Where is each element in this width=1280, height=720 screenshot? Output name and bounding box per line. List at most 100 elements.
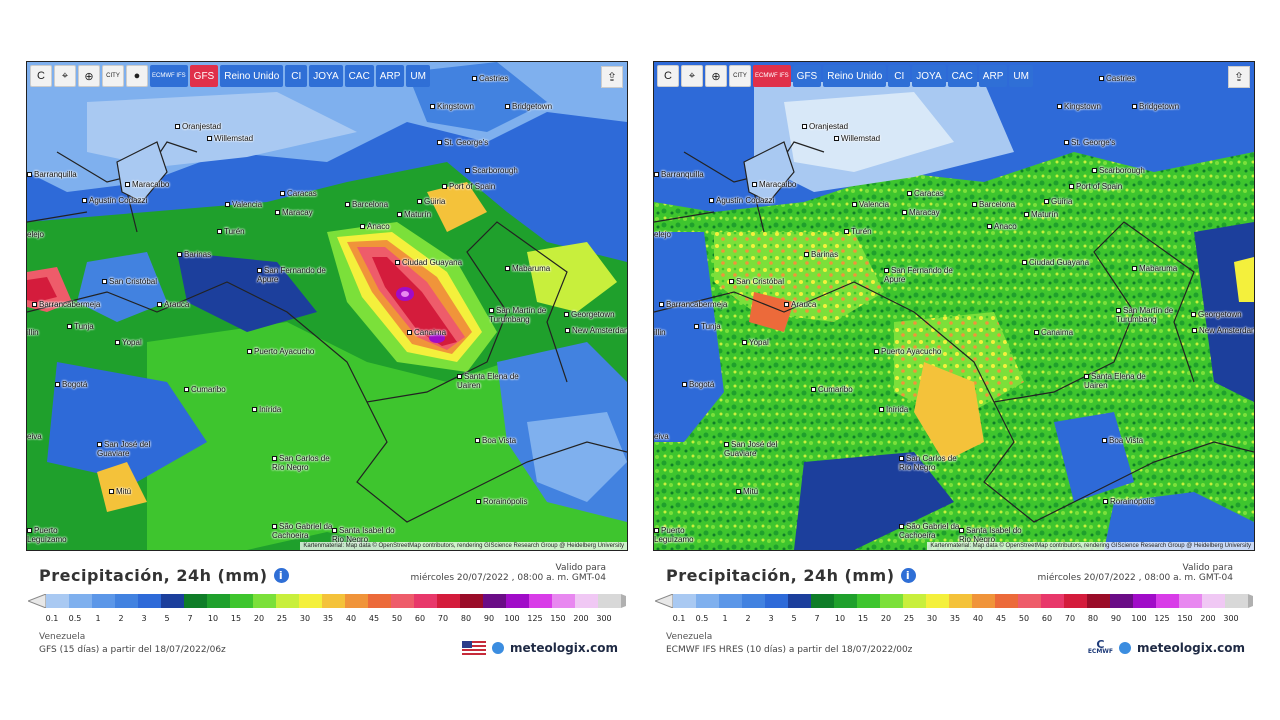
model-button-ecmwf[interactable]: ECMWF IFS [150,65,188,87]
scale-swatch [857,594,880,608]
scale-swatch [92,594,115,608]
city-toggle-button[interactable]: CITY [102,65,124,87]
model-toolbar-gfs: C ⌖ ⊕ CITY ● ECMWF IFS GFS Reino Unido C… [30,65,430,87]
city-label: Caracas [907,189,944,198]
scale-swatch [460,594,483,608]
refresh-icon[interactable]: C [657,65,679,87]
zoom-icon[interactable]: ⊕ [78,65,100,87]
scale-tick-label: 90 [483,614,495,623]
city-label: San Fernando de Apure [884,266,953,284]
city-label: Puerto Ayacucho [874,347,941,356]
city-label: Willemstad [207,134,253,143]
scale-tick-label: 15 [857,614,869,623]
model-button-reino-unido[interactable]: Reino Unido [823,65,887,87]
scale-swatch [972,594,995,608]
scale-swatch [1156,594,1179,608]
city-label: Puerto Ayacucho [247,347,314,356]
model-button-um[interactable]: UM [406,65,430,87]
scale-swatch [1133,594,1156,608]
info-icon[interactable]: i [273,568,289,583]
city-label: Caracas [280,189,317,198]
city-label: Rorainópolis [476,497,527,506]
scale-tick-label: 0.5 [695,614,709,623]
city-toggle-button[interactable]: CITY [729,65,751,87]
scale-swatch [345,594,368,608]
city-label: Willemstad [834,134,880,143]
scale-swatch [253,594,276,608]
scale-swatch [483,594,506,608]
city-label: elejo [27,230,44,239]
model-button-arp[interactable]: ARP [978,65,1008,87]
model-button-ci[interactable]: CI [285,65,308,87]
scale-swatch [552,594,575,608]
location-pin-icon[interactable]: ⌖ [681,65,703,87]
share-icon[interactable]: ⇪ [601,66,623,88]
precipitation-map-ecmwf[interactable]: C ⌖ ⊕ CITY ECMWF IFS GFS Reino Unido CI … [653,61,1255,551]
city-label: Maracaibo [125,180,169,189]
model-button-ci[interactable]: CI [888,65,911,87]
region-label: Venezuela [39,632,86,642]
location-pin-icon[interactable]: ⌖ [54,65,76,87]
model-button-um[interactable]: UM [1009,65,1033,87]
city-label: Cumaribo [811,385,853,394]
city-label: Ciudad Guayana [1022,258,1089,267]
scale-tick-label: 3 [141,614,147,623]
precipitation-map-gfs[interactable]: C ⌖ ⊕ CITY ● ECMWF IFS GFS Reino Unido C… [26,61,628,551]
city-label: Agustín Codazzi [82,196,152,205]
scale-swatch [880,594,903,608]
dot-toggle-icon[interactable]: ● [126,65,148,87]
city-label: São Gabriel da Cachoeira [272,522,342,540]
scale-swatch [138,594,161,608]
scale-swatch [1179,594,1202,608]
scale-swatch [184,594,207,608]
city-label: Scarborough [1092,166,1145,175]
gfs-panel: C ⌖ ⊕ CITY ● ECMWF IFS GFS Reino Unido C… [26,61,628,661]
city-label: Oranjestad [802,122,848,131]
scale-tick-label: 0.1 [45,614,59,623]
scale-swatch [161,594,184,608]
model-button-ecmwf[interactable]: ECMWF IFS [753,65,791,87]
share-icon[interactable]: ⇪ [1228,66,1250,88]
zoom-icon[interactable]: ⊕ [705,65,727,87]
scale-swatch [1225,594,1248,608]
scale-tick-label: 1 [95,614,101,623]
city-label: Canaima [1034,328,1073,337]
city-label: Barcelona [345,200,388,209]
city-label: San Carlos de Río Negro [272,454,342,472]
city-label: Mabaruma [1132,264,1177,273]
city-label: San Fernando de Apure [257,266,326,284]
city-label: Valencia [852,200,889,209]
city-label: Agustín Codazzi [709,196,779,205]
scale-swatch [903,594,926,608]
scale-tick-label: 0.1 [672,614,686,623]
model-button-joya[interactable]: JOYA [309,65,343,87]
scale-tick-label: 45 [368,614,380,623]
city-label: Arauca [157,300,189,309]
city-label: Port of Spain [1069,182,1122,191]
model-button-arp[interactable]: ARP [375,65,405,87]
model-button-gfs[interactable]: GFS [189,65,219,87]
scale-swatch [1041,594,1064,608]
model-button-gfs[interactable]: GFS [792,65,822,87]
model-button-cac[interactable]: CAC [947,65,977,87]
scale-swatch [949,594,972,608]
refresh-icon[interactable]: C [30,65,52,87]
scale-tick-label: 150 [550,614,566,623]
brand-logo[interactable]: C ECMWF meteologix.com [1087,638,1245,655]
scale-swatch [834,594,857,608]
info-icon[interactable]: i [900,568,916,583]
brand-logo[interactable]: meteologix.com [462,641,618,655]
city-label: Maturín [1024,210,1058,219]
scale-tick-label: 60 [414,614,426,623]
city-label: Anaco [360,222,390,231]
city-label: Canaima [407,328,446,337]
model-button-joya[interactable]: JOYA [912,65,946,87]
model-button-cac[interactable]: CAC [344,65,374,87]
model-button-reino-unido[interactable]: Reino Unido [220,65,284,87]
city-label: Mitú [736,487,758,496]
scale-tick-label: 60 [1041,614,1053,623]
city-label: San Cristóbal [729,277,784,286]
city-label: Rorainópolis [1103,497,1154,506]
color-scale-ticks: 0.1 0.5 1 2 3 5 7 10 15 20 25 30 35 40 45 50 60 70 80 90 100… [653,614,1253,624]
city-label: Bridgetown [1132,102,1179,111]
